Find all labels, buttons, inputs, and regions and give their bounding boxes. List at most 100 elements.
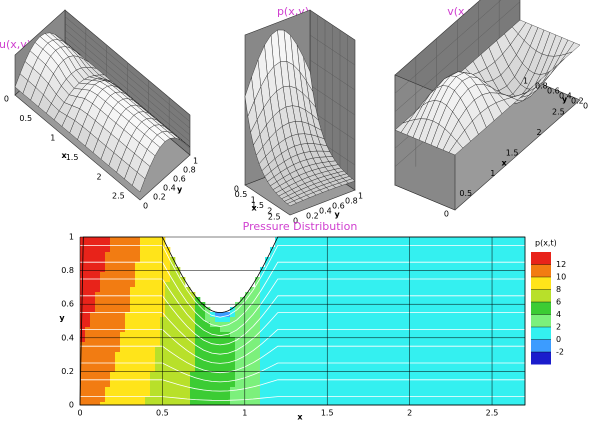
contour-cell bbox=[115, 342, 121, 348]
contour-cell bbox=[355, 262, 361, 268]
contour-cell bbox=[95, 382, 101, 388]
contour-cell bbox=[385, 302, 391, 308]
contour-cell bbox=[125, 242, 131, 248]
contour-cell bbox=[500, 282, 506, 288]
contour-cell bbox=[155, 357, 161, 363]
contour-cell bbox=[375, 352, 381, 358]
contour-cell bbox=[110, 297, 116, 303]
y-tick-label: 0.6 bbox=[332, 202, 345, 211]
contour-cell bbox=[295, 402, 301, 406]
contour-cell bbox=[415, 402, 421, 406]
contour-cell bbox=[260, 322, 266, 328]
contour-cell bbox=[80, 347, 86, 353]
contour-cell bbox=[305, 297, 311, 303]
contour-cell bbox=[140, 267, 146, 273]
contour-cell bbox=[265, 362, 271, 368]
contour-cell bbox=[325, 282, 331, 288]
contour-cell bbox=[445, 402, 451, 406]
contour-cell bbox=[440, 262, 446, 268]
contour-cell bbox=[370, 367, 376, 373]
contour-cell bbox=[485, 342, 491, 348]
contour-cell bbox=[485, 357, 491, 363]
contour-cell bbox=[295, 322, 301, 328]
contour-cell bbox=[230, 312, 236, 318]
contour-cell bbox=[315, 317, 321, 323]
contour-cell bbox=[455, 372, 461, 378]
contour-cell bbox=[340, 357, 346, 363]
contour-cell bbox=[315, 282, 321, 288]
streamline bbox=[80, 295, 525, 346]
contour-cell bbox=[310, 252, 316, 258]
contour-cell bbox=[400, 372, 406, 378]
x-tick-label: 2 bbox=[536, 128, 541, 137]
contour-cell bbox=[345, 237, 351, 243]
contour-cell bbox=[145, 347, 151, 353]
contour-cell bbox=[270, 402, 276, 406]
contour-cell bbox=[315, 337, 321, 343]
contour-cell bbox=[460, 262, 466, 268]
contour-cell bbox=[360, 372, 366, 378]
contour-cell bbox=[290, 362, 296, 368]
contour-cell bbox=[370, 247, 376, 253]
contour-cell bbox=[445, 387, 451, 393]
contour-cell bbox=[100, 337, 106, 343]
contour-cell bbox=[135, 312, 141, 318]
contour-cell bbox=[390, 242, 396, 248]
contour-cell bbox=[350, 282, 356, 288]
contour-cell bbox=[515, 362, 521, 368]
contour-cell bbox=[475, 322, 481, 328]
contour-cell bbox=[365, 312, 371, 318]
contour-cell bbox=[415, 287, 421, 293]
contour-cell bbox=[275, 257, 281, 263]
contour-cell bbox=[175, 292, 181, 298]
contour-cell bbox=[115, 252, 121, 258]
contour-cell bbox=[260, 317, 266, 323]
contour-cell bbox=[85, 262, 91, 268]
contour-cell bbox=[405, 362, 411, 368]
contour-cell bbox=[495, 267, 501, 273]
contour-cell bbox=[255, 337, 261, 343]
contour-cell bbox=[355, 362, 361, 368]
contour-cell bbox=[260, 397, 266, 403]
contour-cell bbox=[105, 312, 111, 318]
contour-cell bbox=[445, 397, 451, 403]
contour-cell bbox=[250, 362, 256, 368]
contour-cell bbox=[265, 312, 271, 318]
contour-cell bbox=[490, 342, 496, 348]
contour-cell bbox=[520, 332, 526, 338]
contour-cell bbox=[350, 292, 356, 298]
contour-cell bbox=[495, 322, 501, 328]
contour-cell bbox=[135, 287, 141, 293]
contour-cell bbox=[195, 372, 201, 378]
contour-cell bbox=[390, 277, 396, 283]
contour-cell bbox=[405, 282, 411, 288]
contour-cell bbox=[140, 342, 146, 348]
contour-cell bbox=[365, 387, 371, 393]
contour-cell bbox=[285, 402, 291, 406]
contour-cell bbox=[355, 387, 361, 393]
contour-cell bbox=[435, 382, 441, 388]
contour-cell bbox=[285, 342, 291, 348]
contour-cell bbox=[125, 302, 131, 308]
contour-cell bbox=[255, 367, 261, 373]
contour-cell bbox=[170, 402, 176, 406]
contour-cell bbox=[210, 387, 216, 393]
contour-cell bbox=[460, 292, 466, 298]
contour-cell bbox=[395, 237, 401, 243]
contour-cell bbox=[195, 382, 201, 388]
contour-cell bbox=[165, 282, 171, 288]
contour-cell bbox=[475, 262, 481, 268]
contour-cell bbox=[510, 277, 516, 283]
contour-cell bbox=[125, 357, 131, 363]
contour-cell bbox=[85, 337, 91, 343]
contour-cell bbox=[510, 307, 516, 313]
contour-cell bbox=[515, 277, 521, 283]
contour-cell bbox=[395, 247, 401, 253]
contour-cell bbox=[340, 242, 346, 248]
contour-cell bbox=[110, 322, 116, 328]
contour-cell bbox=[120, 367, 126, 373]
contour-cell bbox=[475, 237, 481, 243]
contour-cell bbox=[410, 322, 416, 328]
contour-cell bbox=[250, 317, 256, 323]
contour-cell bbox=[185, 402, 191, 406]
